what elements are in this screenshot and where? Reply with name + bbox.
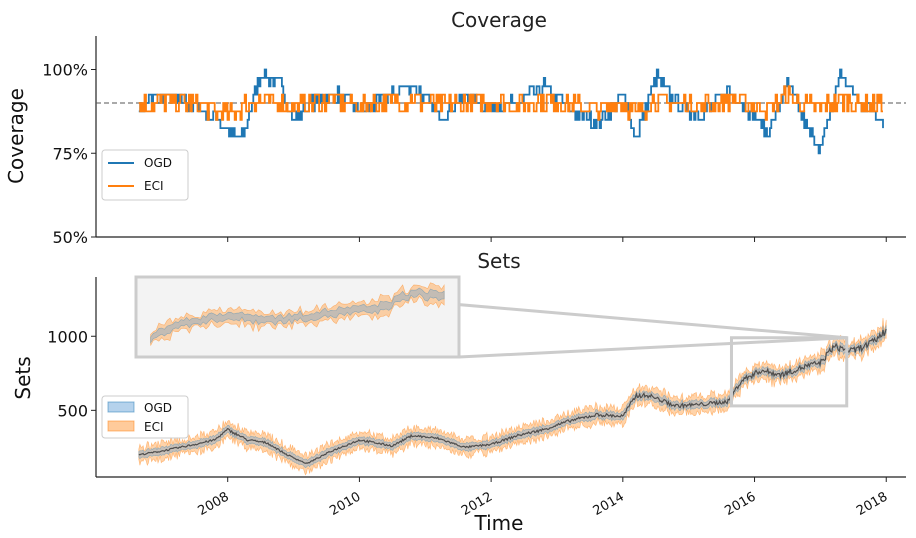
sets-xtick-label: 2016 — [722, 489, 758, 519]
sets-xtick-label: 2010 — [327, 489, 363, 519]
zoom-region-box — [729, 336, 849, 408]
coverage-ylabel: Coverage — [4, 88, 28, 184]
coverage-xtick-marks — [227, 237, 887, 242]
sets-ylabel: Sets — [11, 356, 35, 399]
sets-xtick-label: 2014 — [591, 489, 627, 519]
coverage-ytick-label: 50% — [52, 228, 88, 247]
sets-eci-band — [138, 317, 887, 476]
coverage-title: Coverage — [451, 8, 547, 32]
sets-xtick-label: 2018 — [854, 489, 890, 519]
sets-legend-ogd-swatch — [107, 401, 135, 413]
sets-price-line — [138, 328, 887, 464]
sets-legend-eci-swatch — [107, 420, 135, 432]
coverage-ytick-label: 75% — [52, 144, 88, 163]
zoom-inset-eci-band — [150, 282, 445, 346]
coverage-legend: OGD ECI — [101, 149, 189, 201]
sets-ytick-label: 1000 — [47, 327, 88, 346]
sets-xlabel: Time — [474, 511, 524, 535]
coverage-eci-line — [138, 85, 883, 121]
sets-title: Sets — [477, 249, 520, 273]
sets-legend-eci-label: ECI — [144, 420, 164, 434]
coverage-legend-eci-label: ECI — [144, 179, 164, 193]
coverage-ytick-label: 100% — [42, 61, 88, 80]
zoom-connector-lower — [458, 336, 847, 359]
sets-legend-ogd-label: OGD — [144, 401, 172, 415]
sets-xticks: 2008 2010 2012 2014 2016 2018 — [196, 477, 890, 519]
coverage-yticks: 50% 75% 100% — [42, 61, 96, 247]
coverage-legend-ogd-label: OGD — [144, 156, 172, 170]
sets-yticks: 500 1000 — [47, 327, 96, 420]
zoom-inset-ogd-band — [150, 287, 445, 344]
sets-ytick-label: 500 — [57, 401, 88, 420]
sets-xtick-label: 2008 — [196, 489, 232, 519]
sets-legend: OGD ECI — [101, 395, 189, 439]
coverage-panel: Coverage Coverage 50% 75% 100% OGD ECI — [4, 8, 906, 247]
